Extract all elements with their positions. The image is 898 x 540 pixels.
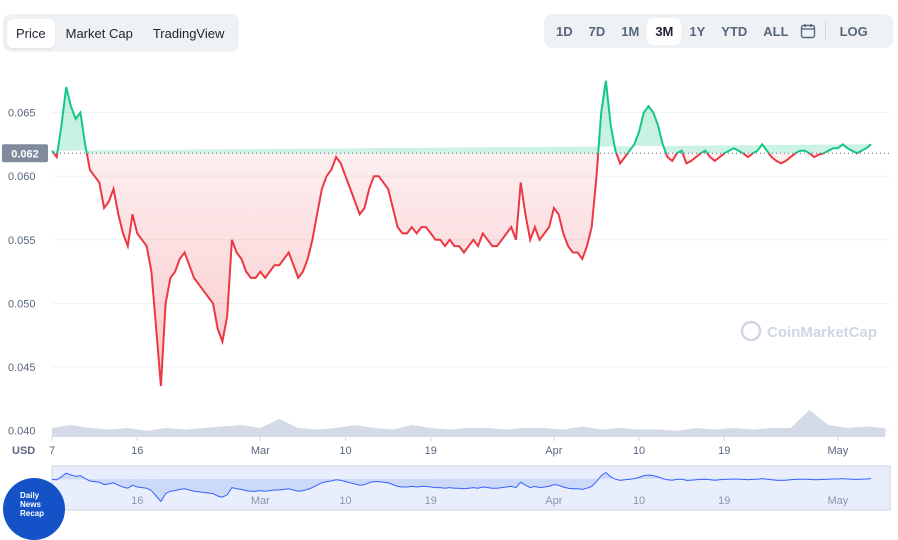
badge-line-1: Daily [20, 491, 40, 500]
navigator-line [51, 471, 872, 503]
range-1d-button[interactable]: 1D [556, 23, 573, 39]
x-tick-label: 16 [131, 445, 143, 457]
navigator-tick-label: 10 [633, 495, 645, 507]
y-tick-label: 0.040 [8, 426, 36, 438]
navigator-tick-label: 19 [718, 495, 730, 507]
price-chart: 0.040 0.045 0.050 0.055 0.060 0.065 0.062 USD 7 1… [2, 80, 891, 511]
range-7d-button[interactable]: 7D [588, 23, 606, 39]
tab-market-cap[interactable]: Market Cap [65, 25, 133, 41]
calendar-icon[interactable] [797, 21, 819, 41]
x-tick-label: 7 [49, 445, 55, 457]
current-price-label: 0.062 [11, 148, 39, 160]
price-line-up [51, 80, 872, 154]
price-fill-below [53, 153, 857, 387]
navigator-tick-label: Apr [545, 495, 562, 507]
y-tick-label: 0.055 [8, 235, 36, 247]
chart-type-tabs: Price Market Cap TradingView [3, 14, 240, 52]
x-tick-label: Apr [545, 445, 562, 457]
coinmarketcap-logo-icon [740, 320, 762, 342]
current-price-badge [2, 144, 48, 163]
x-tick-label: May [828, 445, 849, 457]
badge-label: Daily News Recap [20, 491, 44, 518]
currency-label: USD [12, 445, 35, 457]
price-fill-above [52, 80, 872, 154]
y-tick-label: 0.045 [8, 362, 36, 374]
navigator-tick-label: May [828, 495, 849, 507]
navigator-tick-label: 10 [339, 495, 351, 507]
tab-price[interactable]: Price [7, 18, 55, 48]
x-tick-label: 10 [633, 445, 645, 457]
range-3m-button[interactable]: 3M [647, 17, 682, 45]
badge-line-3: Recap [20, 509, 45, 518]
x-tick-label: 10 [339, 445, 351, 457]
badge-line-2: News [20, 500, 41, 509]
y-tick-label: 0.050 [8, 298, 36, 310]
x-tick-label: 19 [718, 445, 730, 457]
log-scale-button[interactable]: LOG [839, 23, 868, 39]
range-ytd-button[interactable]: YTD [721, 23, 748, 39]
range-1y-button[interactable]: 1Y [689, 23, 706, 39]
x-tick-label: Mar [251, 445, 270, 457]
volume-area [52, 410, 886, 437]
navigator-area [52, 472, 872, 502]
y-tick-label: 0.060 [8, 171, 36, 183]
navigator-tick-label: Mar [251, 495, 270, 507]
divider [824, 22, 826, 40]
time-range-tabs: 1D 7D 1M 3M 1Y YTD ALL LOG [544, 14, 893, 48]
range-1m-button[interactable]: 1M [621, 23, 640, 39]
watermark-text: CoinMarketCap [767, 324, 877, 341]
range-all-button[interactable]: ALL [763, 23, 789, 39]
y-tick-label: 0.065 [8, 108, 36, 120]
price-line-down [52, 153, 860, 387]
tab-tradingview[interactable]: TradingView [152, 25, 225, 41]
x-tick-label: 19 [425, 445, 437, 457]
navigator-tick-label: 19 [425, 495, 437, 507]
navigator-tick-label: 16 [131, 495, 143, 507]
